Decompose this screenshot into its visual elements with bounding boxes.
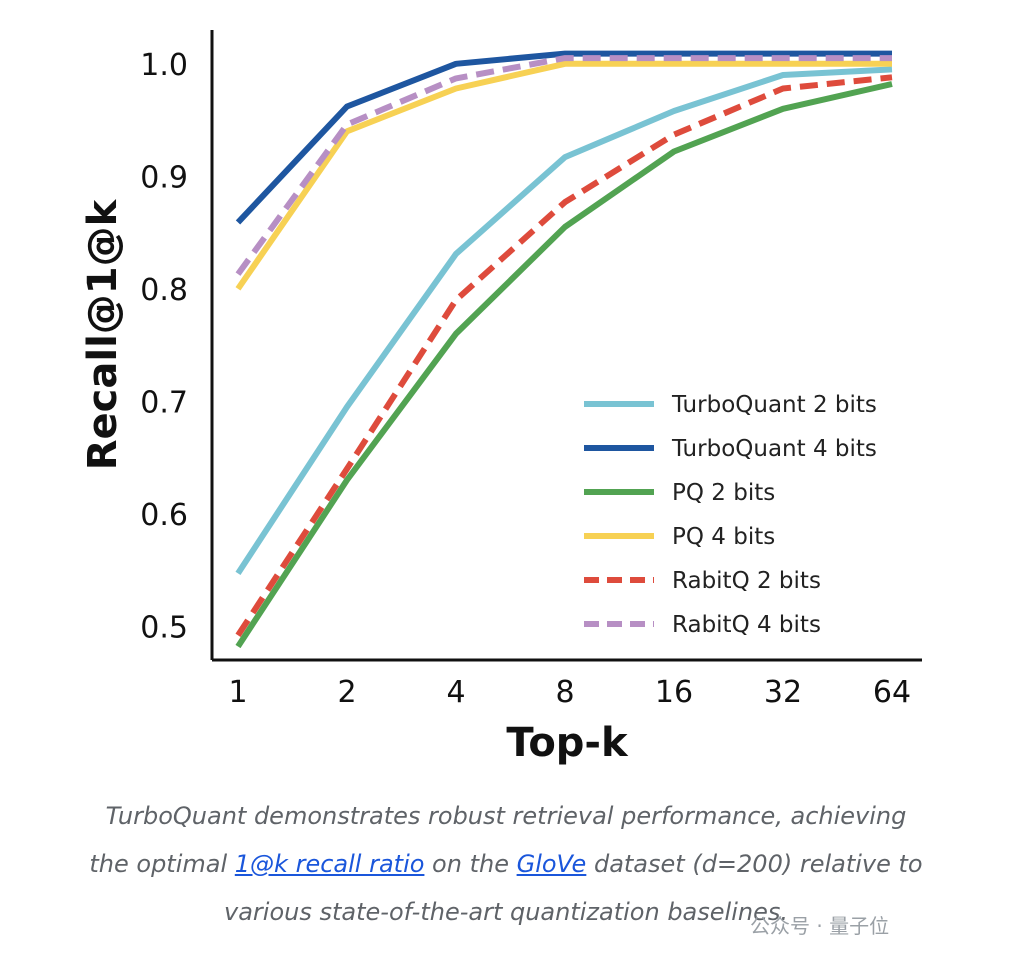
y-tick-label: 0.7 [140, 385, 188, 420]
caption-line-3: various state-of-the-art quantization ba… [224, 898, 788, 926]
y-tick-label: 0.6 [140, 498, 188, 533]
series-line-turboquant-4-bits [235, 50, 892, 225]
recall-ratio-link[interactable]: 1@k recall ratio [234, 850, 425, 878]
series-line-turboquant-2-bits [235, 66, 893, 576]
x-axis-title: Top-k [506, 720, 629, 766]
y-tick-label: 0.9 [140, 160, 188, 195]
series-line-pq-2-bits [235, 81, 893, 649]
y-axis-title: Recall@1@k [80, 198, 126, 470]
x-tick-label: 64 [873, 675, 911, 710]
legend-label: PQ 2 bits [672, 480, 775, 506]
series-line-pq-4-bits [235, 60, 892, 291]
caption-text-a: the optimal [89, 850, 235, 878]
y-tick-label: 1.0 [140, 48, 188, 83]
legend-label: RabitQ 2 bits [672, 568, 821, 594]
x-tick-label: 16 [655, 675, 693, 710]
x-tick-label: 8 [555, 675, 574, 710]
glove-link[interactable]: GloVe [516, 850, 587, 878]
legend-label: TurboQuant 2 bits [671, 392, 877, 418]
recall-line-chart: 0.5 0.6 0.7 0.8 0.9 1.0 1 2 4 8 16 32 64 Top-k Recall@… [80, 30, 922, 766]
x-tick-label: 32 [764, 675, 802, 710]
watermark: 公众号 · 量子位 [750, 914, 890, 938]
x-tick-label: 1 [228, 675, 247, 710]
legend-label: TurboQuant 4 bits [671, 436, 877, 462]
caption-text-b: on the [424, 850, 517, 878]
legend: TurboQuant 2 bits TurboQuant 4 bits PQ 2 b… [584, 392, 877, 638]
y-tick-label: 0.8 [140, 273, 188, 308]
legend-label: PQ 4 bits [672, 524, 775, 550]
y-tick-label: 0.5 [140, 610, 188, 645]
x-tick-label: 2 [337, 675, 356, 710]
caption-line-2: the optimal 1@k recall ratio on the GloV… [40, 840, 972, 888]
figure-caption: TurboQuant demonstrates robust retrieval… [40, 792, 972, 936]
legend-label: RabitQ 4 bits [672, 612, 821, 638]
caption-line-1: TurboQuant demonstrates robust retrieval… [105, 802, 907, 830]
x-tick-label: 4 [446, 675, 465, 710]
series-line-rabitq-2-bits [235, 74, 893, 637]
caption-text-c: dataset (d=200) relative to [586, 850, 923, 878]
series-line-rabitq-4-bits [235, 55, 892, 276]
